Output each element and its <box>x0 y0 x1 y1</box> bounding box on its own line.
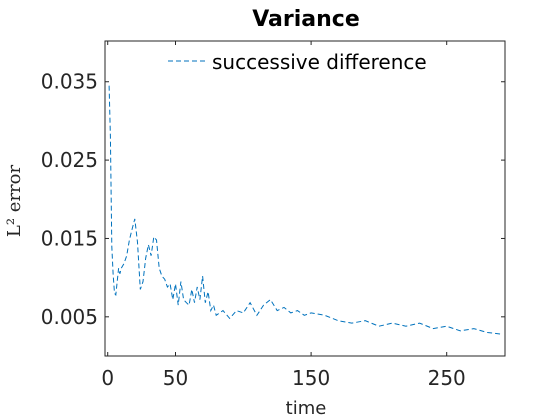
legend: successive difference <box>168 50 427 74</box>
x-tick-label: 250 <box>428 366 466 390</box>
y-axis-label: L² error <box>4 165 25 238</box>
series-layer <box>108 85 501 335</box>
x-tick-label: 0 <box>101 366 114 390</box>
series-line <box>108 85 501 335</box>
legend-label: successive difference <box>212 50 427 74</box>
plot-area: 0 50 150 250 0.005 0.015 0.025 0.035 <box>41 40 506 390</box>
x-tick-label: 150 <box>292 366 330 390</box>
y-tick-label: 0.035 <box>41 70 98 94</box>
y-tick-label: 0.015 <box>41 226 98 250</box>
x-tick-label: 50 <box>163 366 188 390</box>
x-axis-label: time <box>286 398 327 419</box>
y-tick-label: 0.025 <box>41 148 98 172</box>
axes-box <box>104 40 506 357</box>
chart-title: Variance <box>252 7 360 32</box>
y-tick-label: 0.005 <box>41 305 98 329</box>
